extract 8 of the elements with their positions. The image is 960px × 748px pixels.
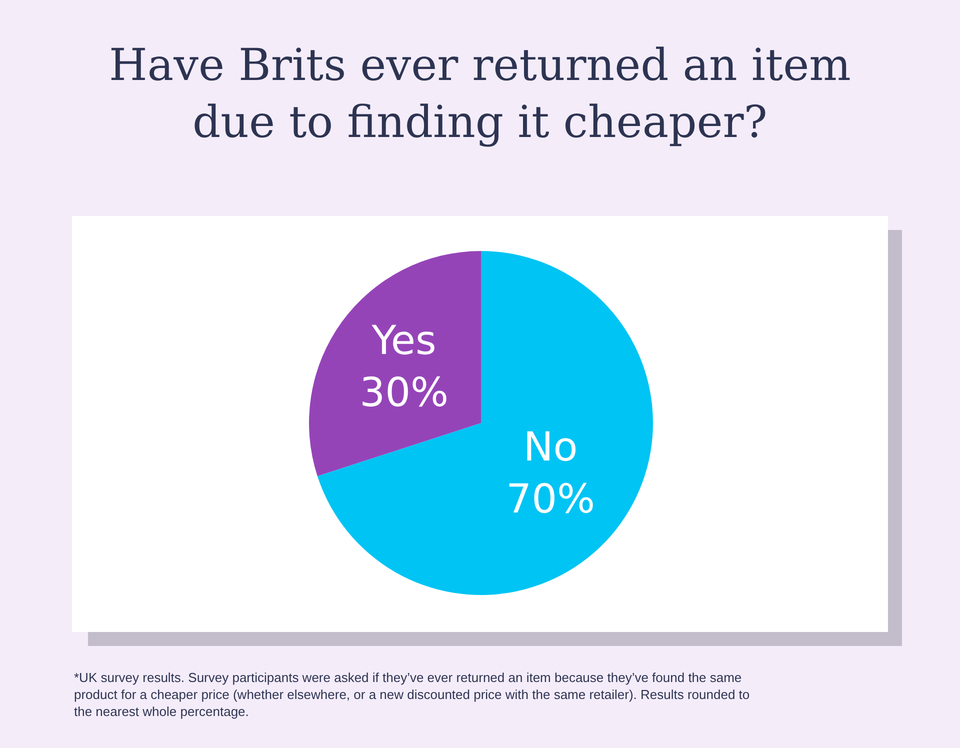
pie-slice [309, 251, 481, 476]
slice-label: No [523, 424, 578, 471]
chart-title: Have Brits ever returned an item due to finding it cheaper? [109, 40, 851, 148]
text: *UK survey results. Survey participants were asked if they’ve ever returned an item because they’ve found the same product for a cheaper price (whether elsewhere, or a new discounted price with the same retailer). Results rounded to the nearest whole percentage. [74, 670, 750, 719]
data-label: 30% [360, 370, 449, 416]
slice-label: Yes [370, 318, 436, 364]
pie-slice [317, 251, 653, 595]
data-label: 70% [506, 476, 596, 523]
